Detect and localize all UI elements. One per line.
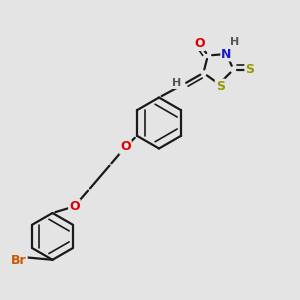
Text: O: O xyxy=(194,37,205,50)
Text: S: S xyxy=(216,80,225,93)
Text: O: O xyxy=(69,200,80,213)
Text: N: N xyxy=(221,47,232,61)
Text: H: H xyxy=(172,78,181,88)
Text: Br: Br xyxy=(11,254,27,267)
Text: S: S xyxy=(245,63,254,76)
Text: H: H xyxy=(230,37,239,47)
Text: O: O xyxy=(120,140,131,154)
